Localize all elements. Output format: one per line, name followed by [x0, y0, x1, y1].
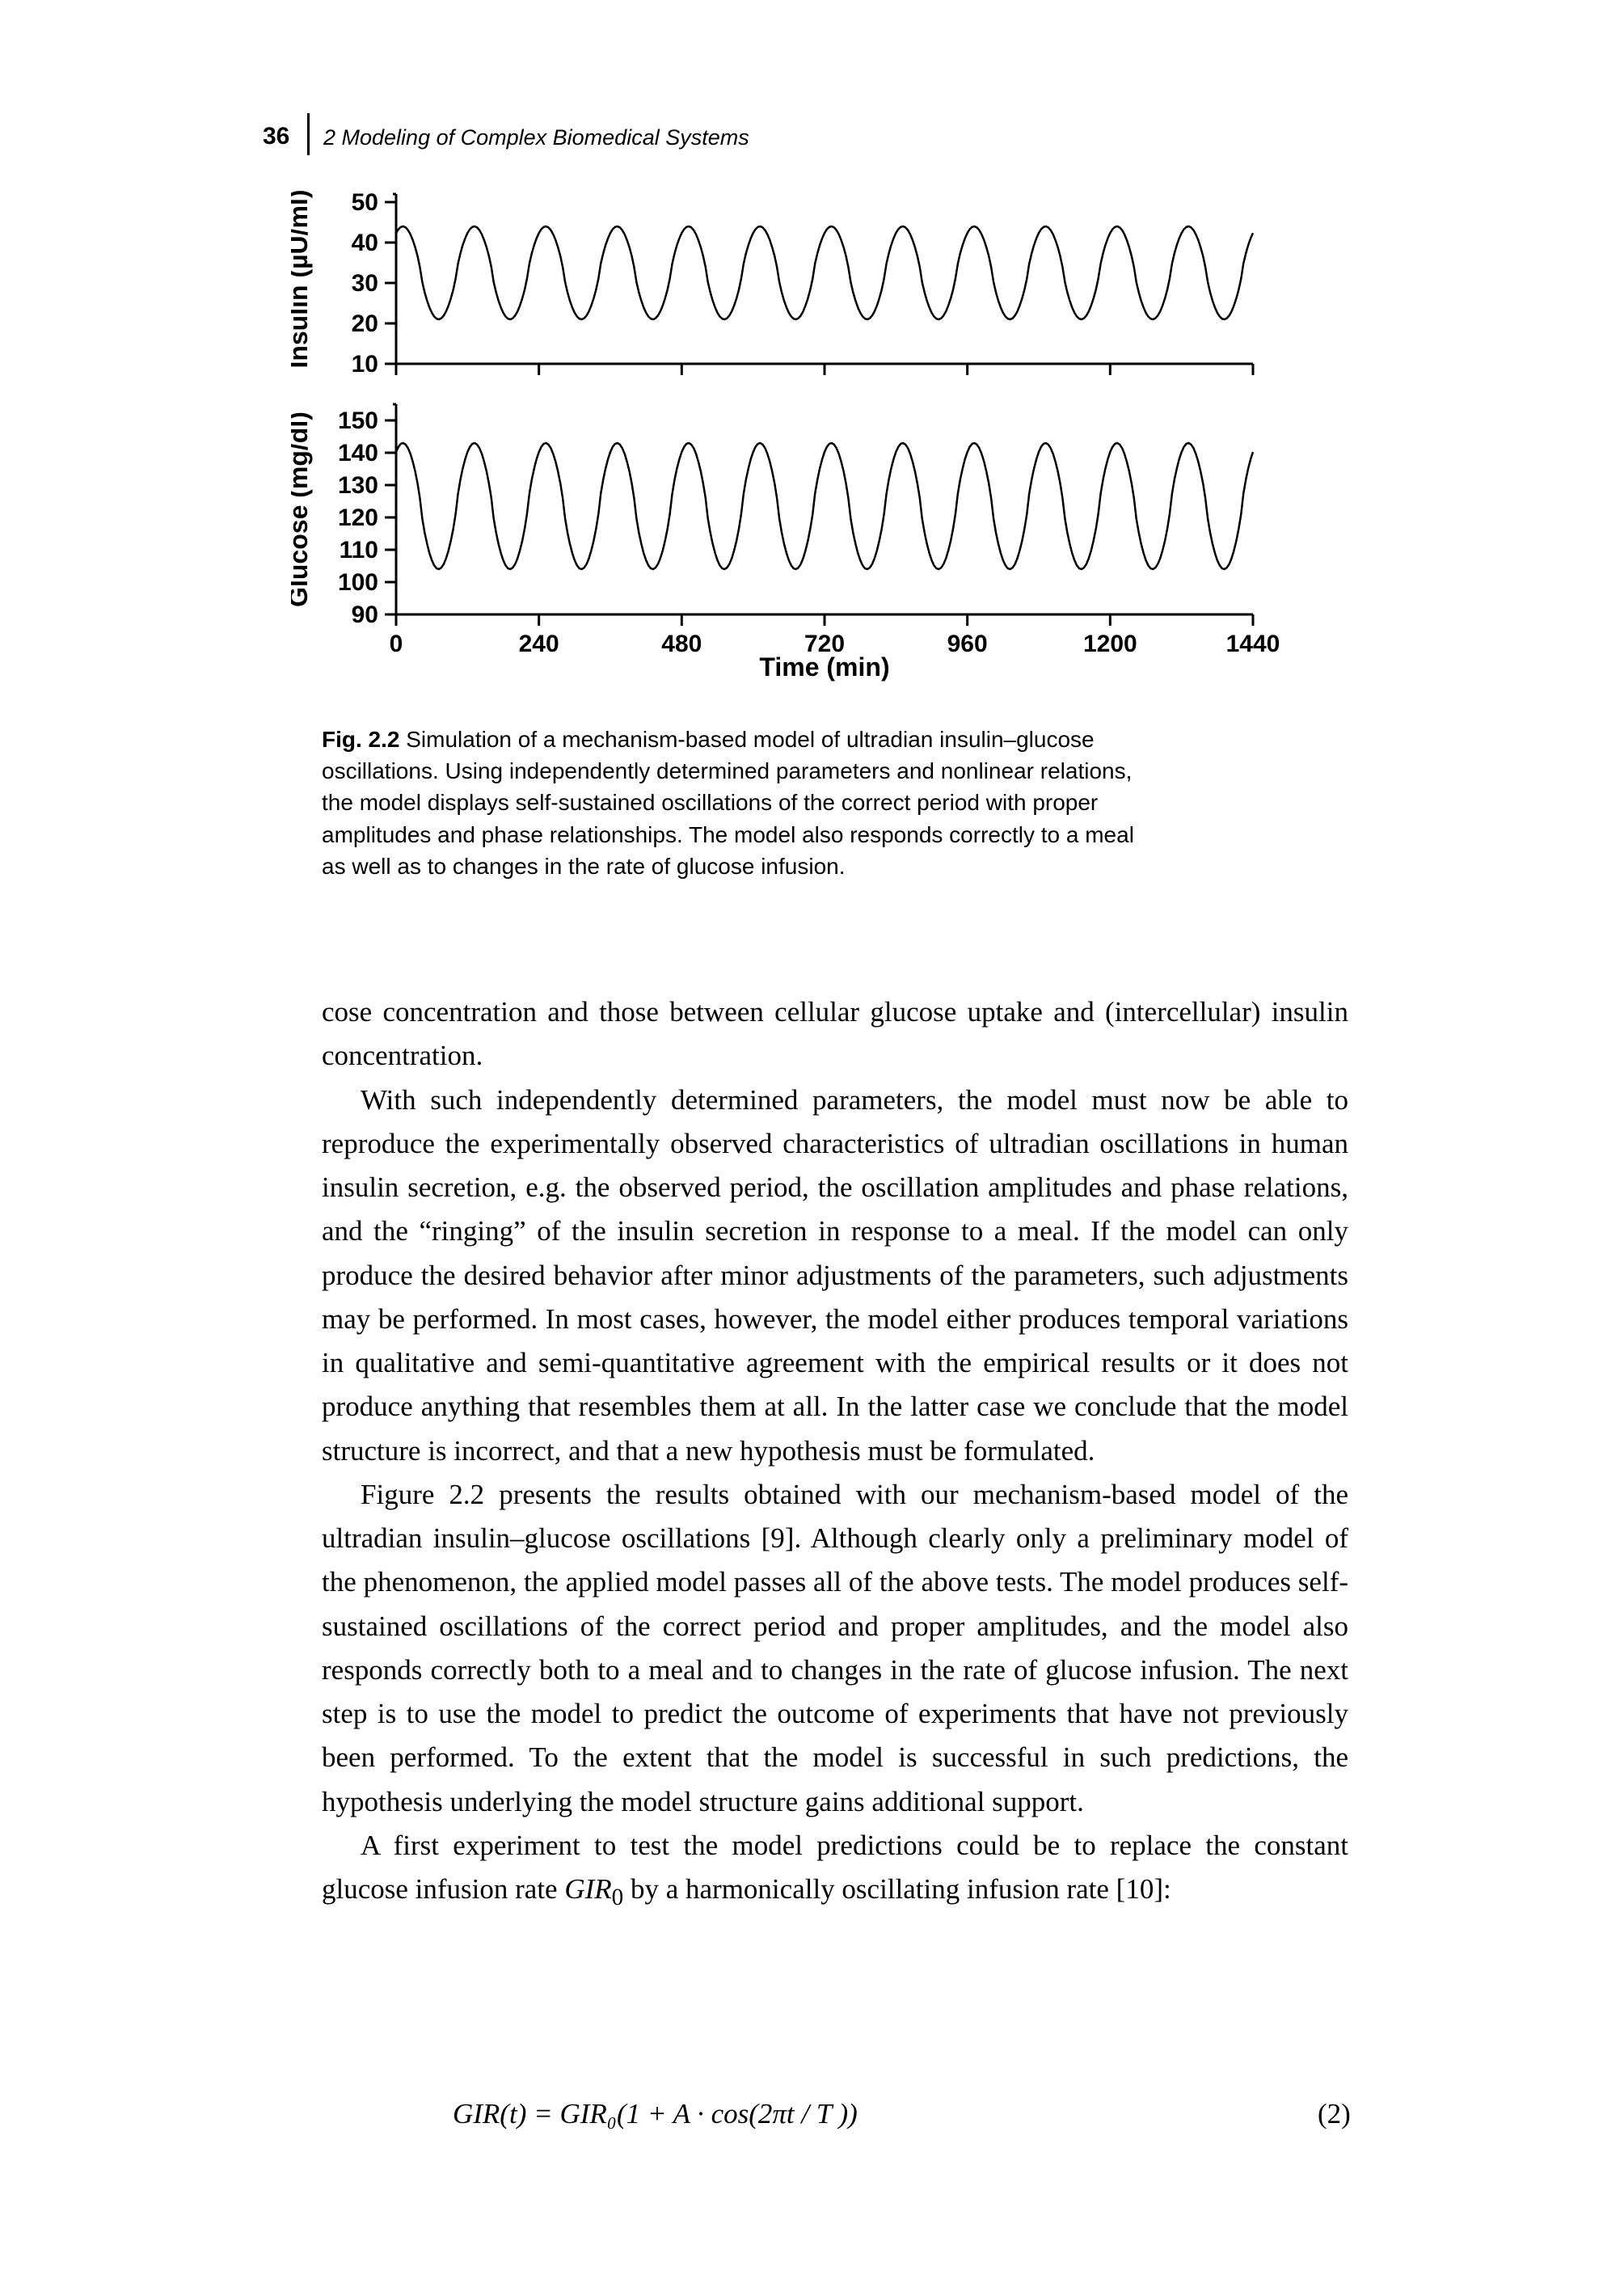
figure-2-2: 10 20 30 40 50 Insulin (µU/ml) 90 100 110 120 130 1…	[291, 178, 1293, 695]
svg-text:Time (min): Time (min)	[759, 652, 889, 682]
para-4: A first experiment to test the model pre…	[322, 1824, 1348, 1916]
svg-text:110: 110	[340, 537, 378, 564]
svg-text:960: 960	[947, 631, 988, 657]
svg-text:30: 30	[352, 270, 378, 297]
svg-text:100: 100	[338, 569, 378, 596]
svg-text:90: 90	[352, 601, 378, 628]
svg-text:50: 50	[352, 189, 378, 216]
body-text: cose concentration and those between cel…	[322, 990, 1348, 1916]
equation-2: GIR(t) = GIR₀(1 + A · cos(2πt / T ))	[453, 2098, 858, 2130]
para-2: With such independently determined param…	[322, 1078, 1348, 1473]
running-head: 2 Modeling of Complex Biomedical Systems	[323, 125, 749, 150]
figure-caption: Fig. 2.2 Simulation of a mechanism-based…	[322, 724, 1138, 882]
equation-number: (2)	[1318, 2098, 1351, 2130]
para-1: cose concentration and those between cel…	[322, 990, 1348, 1078]
svg-text:40: 40	[352, 230, 378, 256]
caption-text: Simulation of a mechanism-based model of…	[322, 727, 1134, 879]
svg-text:10: 10	[352, 351, 378, 378]
svg-text:130: 130	[338, 472, 378, 499]
svg-text:20: 20	[352, 310, 378, 337]
svg-text:Glucose (mg/dl): Glucose (mg/dl)	[291, 412, 313, 607]
page-number: 36	[263, 123, 289, 150]
svg-text:1200: 1200	[1083, 631, 1137, 657]
svg-text:240: 240	[519, 631, 559, 657]
figure-svg: 10 20 30 40 50 Insulin (µU/ml) 90 100 110 120 130 1…	[291, 178, 1293, 695]
svg-text:140: 140	[338, 440, 378, 466]
svg-text:Insulin (µU/ml): Insulin (µU/ml)	[291, 189, 313, 368]
header-rule	[307, 113, 310, 155]
svg-text:150: 150	[338, 407, 378, 434]
svg-text:1440: 1440	[1226, 631, 1280, 657]
caption-label: Fig. 2.2	[322, 727, 399, 752]
svg-text:120: 120	[338, 504, 378, 531]
svg-text:0: 0	[390, 631, 403, 657]
svg-text:480: 480	[661, 631, 702, 657]
para-3: Figure 2.2 presents the results obtained…	[322, 1473, 1348, 1824]
